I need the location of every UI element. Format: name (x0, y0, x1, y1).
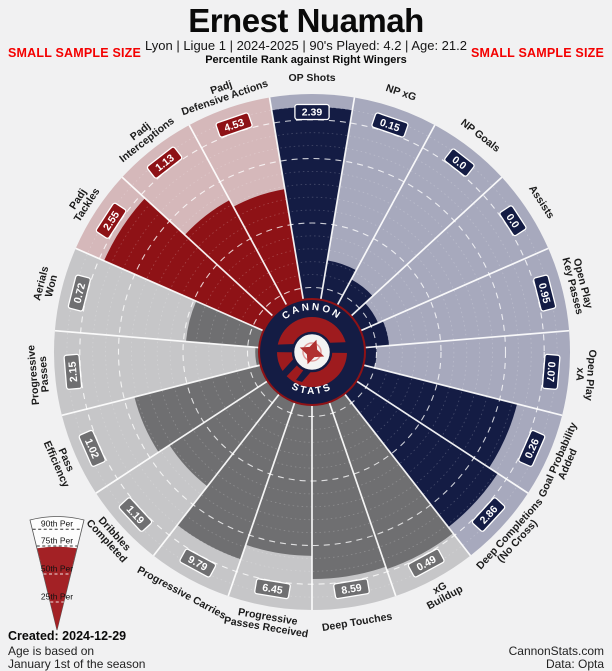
slice-value: 0.95 (536, 282, 553, 305)
slice-fill-0 (271, 106, 353, 352)
slice-label-15: AerialsWon (31, 265, 62, 305)
legend-level-label-50: 50th Per (41, 564, 73, 574)
value-chip-4: 0.95 (533, 274, 557, 312)
slice-fill-8 (312, 352, 454, 570)
minor-ring (92, 132, 532, 572)
logo-star (299, 339, 325, 365)
slice-value: 2.15 (67, 361, 81, 383)
value-chip-5: 0.07 (541, 353, 561, 390)
legend-wedge-fill (37, 546, 77, 630)
minor-ring (208, 248, 416, 456)
value-chip-14: 2.15 (63, 353, 83, 390)
major-ring-50 (182, 222, 442, 482)
slice-fill-9 (312, 352, 386, 580)
age-note-line1: Age is based on (8, 644, 95, 658)
minor-ring (105, 145, 519, 559)
value-chip-3: 0.0 (499, 205, 527, 237)
minor-ring (195, 235, 429, 469)
value-chip-2: 0.0 (444, 148, 475, 177)
slice-label-1: NP xG (384, 82, 418, 104)
slice-label-0: OP Shots (288, 72, 335, 84)
minor-ring (130, 170, 494, 534)
value-chip-9: 8.59 (333, 578, 370, 600)
logo-text-bottom: STATS (290, 381, 334, 397)
data-source: Data: Opta (545, 657, 604, 671)
minor-ring (66, 106, 558, 598)
slice-value: 0.72 (72, 282, 89, 305)
legend-level-label-90: 90th Per (41, 519, 73, 529)
site-credit: CannonStats.com (508, 644, 604, 658)
slice-fill-11 (177, 352, 312, 560)
slice-value: 8.59 (341, 582, 363, 597)
value-chip-15: 0.72 (67, 274, 91, 312)
slice-value: 2.39 (302, 107, 323, 119)
slice-bg-3 (312, 177, 549, 352)
minor-ring (156, 196, 468, 508)
slice-label-5: Open PlayxA (572, 348, 599, 401)
slice-label-14: ProgressivePasses (25, 344, 52, 406)
player-meta: Lyon | Ligue 1 | 2024-2025 | 90's Played… (145, 38, 467, 53)
value-chip-6: 0.26 (518, 429, 546, 467)
minor-ring (143, 183, 481, 521)
value-chip-0: 2.39 (294, 103, 330, 121)
small-sample-warning-left: SMALL SAMPLE SIZE (8, 46, 142, 60)
value-chip-8: 0.49 (407, 548, 445, 578)
major-ring-25 (246, 286, 378, 418)
value-chip-13: 1.02 (78, 429, 106, 467)
credits: CannonStats.com Data: Opta (509, 645, 604, 671)
chart-tagline: Percentile Rank against Right Wingers (205, 54, 407, 66)
slice-fill-7 (312, 352, 498, 528)
slice-value: 0.07 (544, 361, 558, 383)
value-chip-1: 0.15 (371, 112, 409, 138)
pizza-slices (53, 94, 571, 610)
slice-fill-6 (312, 352, 518, 468)
slice-label-9: Deep Touches (321, 610, 393, 634)
page-title: Ernest Nuamah (188, 2, 424, 39)
small-sample-warning-right: SMALL SAMPLE SIZE (470, 46, 604, 60)
cannon-stats-logo: CANNON STATS (258, 298, 366, 406)
minor-ring (169, 209, 455, 495)
major-ring-75 (117, 157, 507, 547)
age-note-line2: January 1st of the season (8, 657, 146, 671)
value-chip-10: 6.45 (254, 578, 291, 600)
slice-value: 6.45 (261, 582, 283, 597)
value-chip-11: 9.79 (179, 548, 217, 578)
legend-level-label-75: 75th Per (41, 536, 73, 546)
percentile-legend: 90th Per 75th Per 50th Per 25th Per (29, 516, 85, 631)
slice-label-3: Assists (526, 183, 557, 221)
value-chip-18: 4.53 (215, 112, 253, 138)
age-note: Age is based on January 1st of the seaso… (8, 645, 145, 671)
minor-ring (234, 274, 390, 430)
legend-level-label-25: 25th Per (41, 592, 73, 602)
minor-ring (221, 261, 403, 443)
created-date: Created: 2024-12-29 (8, 629, 127, 643)
